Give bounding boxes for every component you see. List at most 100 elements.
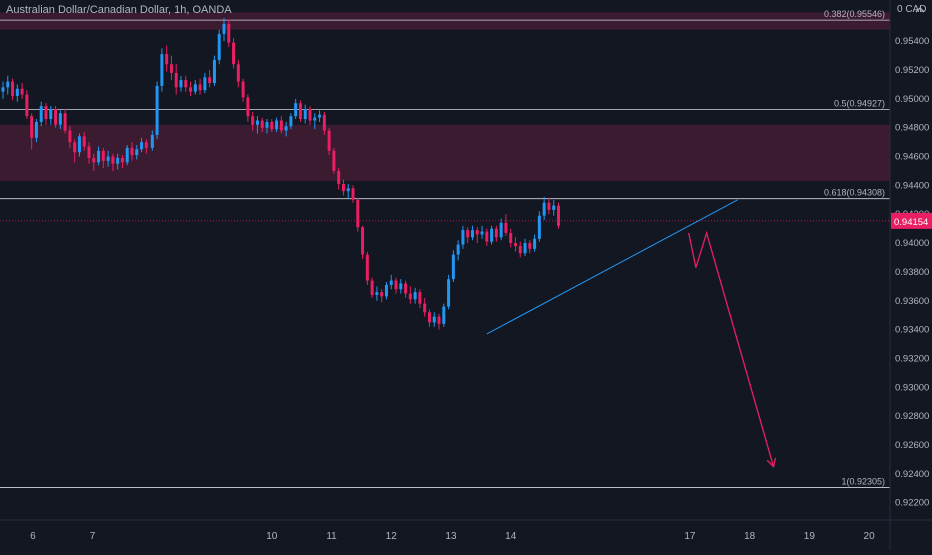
candle-body[interactable] [236, 64, 240, 82]
candle-body[interactable] [384, 284, 388, 297]
candle-body[interactable] [120, 157, 124, 163]
candle-body[interactable] [208, 77, 212, 83]
candle-body[interactable] [432, 316, 436, 323]
currency-label[interactable]: 0 CAD [897, 4, 927, 15]
candle-body[interactable] [184, 80, 188, 88]
candle-body[interactable] [437, 316, 441, 324]
candle-body[interactable] [160, 54, 164, 86]
candle-body[interactable] [217, 33, 221, 60]
candle-body[interactable] [322, 114, 326, 131]
candle-body[interactable] [556, 205, 560, 226]
candle-body[interactable] [34, 121, 38, 138]
candle-body[interactable] [461, 230, 465, 245]
candle-body[interactable] [480, 231, 484, 235]
candle-body[interactable] [370, 280, 374, 296]
candle-body[interactable] [470, 230, 474, 238]
candle-body[interactable] [155, 85, 159, 135]
candle-body[interactable] [284, 126, 288, 131]
candle-body[interactable] [337, 170, 341, 184]
candle-body[interactable] [1, 87, 5, 92]
candle-body[interactable] [509, 232, 513, 244]
candle-body[interactable] [68, 130, 72, 143]
candle-body[interactable] [116, 157, 120, 164]
candle-body[interactable] [241, 81, 245, 98]
symbol-title[interactable]: Australian Dollar/Canadian Dollar, 1h, O… [6, 4, 232, 16]
candle-body[interactable] [222, 23, 226, 34]
candle-body[interactable] [408, 293, 412, 300]
candle-body[interactable] [499, 222, 503, 238]
candle-body[interactable] [332, 150, 336, 171]
candle-body[interactable] [179, 80, 183, 88]
candle-body[interactable] [140, 142, 144, 150]
candle-body[interactable] [144, 142, 148, 148]
candle-body[interactable] [456, 244, 460, 255]
candle-body[interactable] [346, 188, 350, 192]
candle-body[interactable] [375, 292, 379, 296]
candle-body[interactable] [203, 77, 207, 91]
ascending-trendline[interactable] [486, 199, 738, 335]
candle-body[interactable] [289, 116, 293, 127]
candle-body[interactable] [232, 42, 236, 65]
candle-body[interactable] [466, 230, 470, 238]
candle-body[interactable] [485, 231, 489, 242]
candle-body[interactable] [130, 147, 134, 156]
candle-body[interactable] [135, 149, 139, 156]
candle-body[interactable] [542, 202, 546, 216]
candle-body[interactable] [11, 81, 15, 96]
candle-body[interactable] [227, 23, 231, 43]
candle-body[interactable] [165, 54, 169, 65]
candle-body[interactable] [63, 113, 67, 131]
candle-body[interactable] [504, 222, 508, 233]
candle-body[interactable] [380, 292, 384, 297]
candle-body[interactable] [174, 72, 178, 88]
candle-body[interactable] [6, 81, 10, 88]
candle-body[interactable] [279, 120, 283, 131]
candle-body[interactable] [25, 94, 29, 117]
candle-body[interactable] [451, 254, 455, 280]
candle-body[interactable] [533, 238, 537, 249]
candle-body[interactable] [39, 106, 43, 122]
candle-body[interactable] [490, 228, 494, 242]
candle-body[interactable] [150, 134, 154, 148]
candle-body[interactable] [341, 183, 345, 192]
candle-body[interactable] [193, 84, 197, 92]
candle-body[interactable] [298, 103, 302, 120]
candle-body[interactable] [308, 108, 312, 121]
chevron-up-icon[interactable] [914, 4, 926, 16]
candle-body[interactable] [198, 84, 202, 91]
candle-body[interactable] [351, 188, 355, 200]
candle-body[interactable] [356, 199, 360, 228]
candle-body[interactable] [365, 254, 369, 281]
candle-body[interactable] [418, 292, 422, 304]
candle-body[interactable] [327, 130, 331, 151]
candle-body[interactable] [212, 59, 216, 83]
candle-body[interactable] [404, 283, 408, 294]
candle-body[interactable] [270, 121, 274, 130]
candle-body[interactable] [313, 117, 317, 121]
candle-body[interactable] [106, 156, 110, 161]
projection-path[interactable] [688, 230, 775, 467]
candle-body[interactable] [537, 215, 541, 239]
candle-body[interactable] [475, 230, 479, 235]
candle-body[interactable] [275, 120, 279, 130]
candle-body[interactable] [125, 147, 129, 163]
candle-body[interactable] [111, 156, 115, 164]
candle-body[interactable] [518, 245, 522, 254]
candle-body[interactable] [528, 243, 532, 249]
candle-body[interactable] [513, 243, 517, 246]
candle-body[interactable] [189, 87, 193, 92]
candle-body[interactable] [423, 303, 427, 313]
candle-body[interactable] [54, 108, 58, 125]
candle-body[interactable] [318, 114, 322, 118]
candle-body[interactable] [399, 283, 403, 290]
candle-body[interactable] [82, 136, 86, 147]
resistance-zone[interactable] [0, 124, 890, 182]
candle-body[interactable] [58, 113, 62, 125]
candle-body[interactable] [523, 243, 527, 254]
candle-body[interactable] [427, 312, 431, 323]
candle-body[interactable] [77, 136, 81, 153]
candle-body[interactable] [251, 116, 255, 125]
candle-body[interactable] [169, 64, 173, 73]
